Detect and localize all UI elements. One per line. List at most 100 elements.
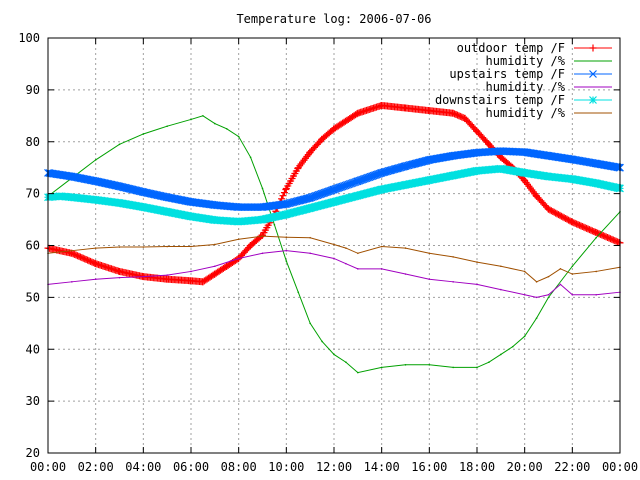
series-line: [47, 250, 621, 298]
x-tick-label: 18:00: [459, 460, 495, 474]
legend-label: downstairs temp /F: [435, 93, 565, 107]
data-point: [523, 335, 526, 338]
data-point: [571, 293, 574, 296]
data-point: [357, 371, 359, 374]
legend-marker: [589, 44, 597, 52]
y-tick-label: 80: [26, 135, 40, 149]
data-point: [285, 236, 288, 238]
data-point: [166, 274, 168, 276]
y-tick-label: 20: [26, 446, 40, 460]
data-point: [535, 317, 538, 319]
legend-label: humidity /%: [486, 54, 566, 68]
series-line: [47, 235, 621, 283]
data-point: [309, 322, 311, 325]
data-point: [595, 293, 597, 296]
data-point: [357, 252, 359, 255]
data-point: [309, 252, 311, 255]
y-tick-label: 30: [26, 394, 40, 408]
y-tick-label: 60: [26, 239, 40, 253]
data-point: [345, 247, 347, 249]
data-point: [333, 243, 335, 246]
y-tick-label: 90: [26, 83, 40, 97]
data-point: [500, 353, 502, 356]
data-point: [559, 268, 562, 270]
data-point: [333, 257, 335, 260]
data-point: [237, 135, 240, 138]
data-point: [523, 270, 526, 273]
x-tick-label: 06:00: [173, 460, 209, 474]
axis-ticks: 00:00 02:00 04:00 06:00 08:00 10:00 12:00 14:00…: [18, 31, 638, 474]
data-point: [535, 281, 538, 283]
data-point: [500, 265, 502, 268]
x-tick-label: 00:00: [602, 460, 638, 474]
data-point: [547, 296, 550, 299]
data-point: [94, 247, 97, 249]
data-point: [118, 143, 121, 146]
data-point: [404, 273, 407, 275]
x-tick-label: 08:00: [221, 460, 257, 474]
x-tick-label: 20:00: [507, 460, 543, 474]
data-point: [261, 187, 264, 190]
data-point: [511, 345, 514, 348]
data-point: [404, 247, 407, 249]
data-point: [285, 260, 288, 262]
x-tick-label: 16:00: [411, 460, 447, 474]
data-point: [94, 159, 97, 161]
x-tick-label: 02:00: [78, 460, 114, 474]
data-point: [523, 293, 526, 296]
legend-label: outdoor temp /F: [457, 41, 565, 55]
data-point: [261, 235, 264, 237]
data-point: [500, 288, 502, 291]
legend-marker: [589, 96, 597, 104]
legend-marker: [589, 70, 597, 78]
data-point: [190, 118, 192, 121]
data-point: [404, 364, 407, 366]
data-point: [595, 236, 597, 239]
data-point: [571, 273, 574, 275]
data-point: [237, 238, 240, 241]
data-point: [71, 249, 73, 252]
y-tick-label: 50: [26, 290, 40, 304]
data-point: [214, 265, 216, 268]
data-point: [166, 245, 168, 248]
data-point: [273, 223, 276, 226]
y-tick-label: 100: [18, 31, 40, 45]
data-point: [237, 257, 240, 260]
x-tick-label: 10:00: [268, 460, 304, 474]
data-point: [214, 122, 216, 125]
data-point: [142, 133, 145, 135]
data-point: [71, 281, 73, 283]
data-point: [547, 293, 550, 296]
data-point: [249, 156, 252, 159]
data-point: [380, 268, 383, 270]
data-point: [452, 281, 454, 283]
x-tick-label: 12:00: [316, 460, 352, 474]
data-point: [118, 276, 121, 279]
data-point: [428, 364, 431, 366]
legend-label: humidity /%: [486, 80, 566, 94]
data-point: [297, 291, 300, 293]
data-point: [380, 366, 383, 369]
data-point: [166, 125, 168, 127]
x-tick-label: 00:00: [30, 460, 66, 474]
data-point: [190, 245, 192, 248]
grid: [48, 38, 620, 453]
series-5: [47, 235, 621, 283]
x-tick-label: 22:00: [554, 460, 590, 474]
data-point: [488, 361, 490, 364]
data-point: [142, 246, 145, 248]
data-point: [345, 361, 347, 364]
data-point: [357, 268, 359, 270]
series-layer: [44, 101, 624, 374]
data-point: [476, 283, 478, 286]
data-point: [452, 256, 454, 258]
y-tick-label: 40: [26, 342, 40, 356]
data-point: [321, 340, 323, 343]
data-point: [190, 270, 192, 273]
data-point: [333, 353, 335, 356]
data-point: [571, 265, 574, 268]
legend-label: upstairs temp /F: [449, 67, 565, 81]
data-point: [214, 243, 216, 246]
